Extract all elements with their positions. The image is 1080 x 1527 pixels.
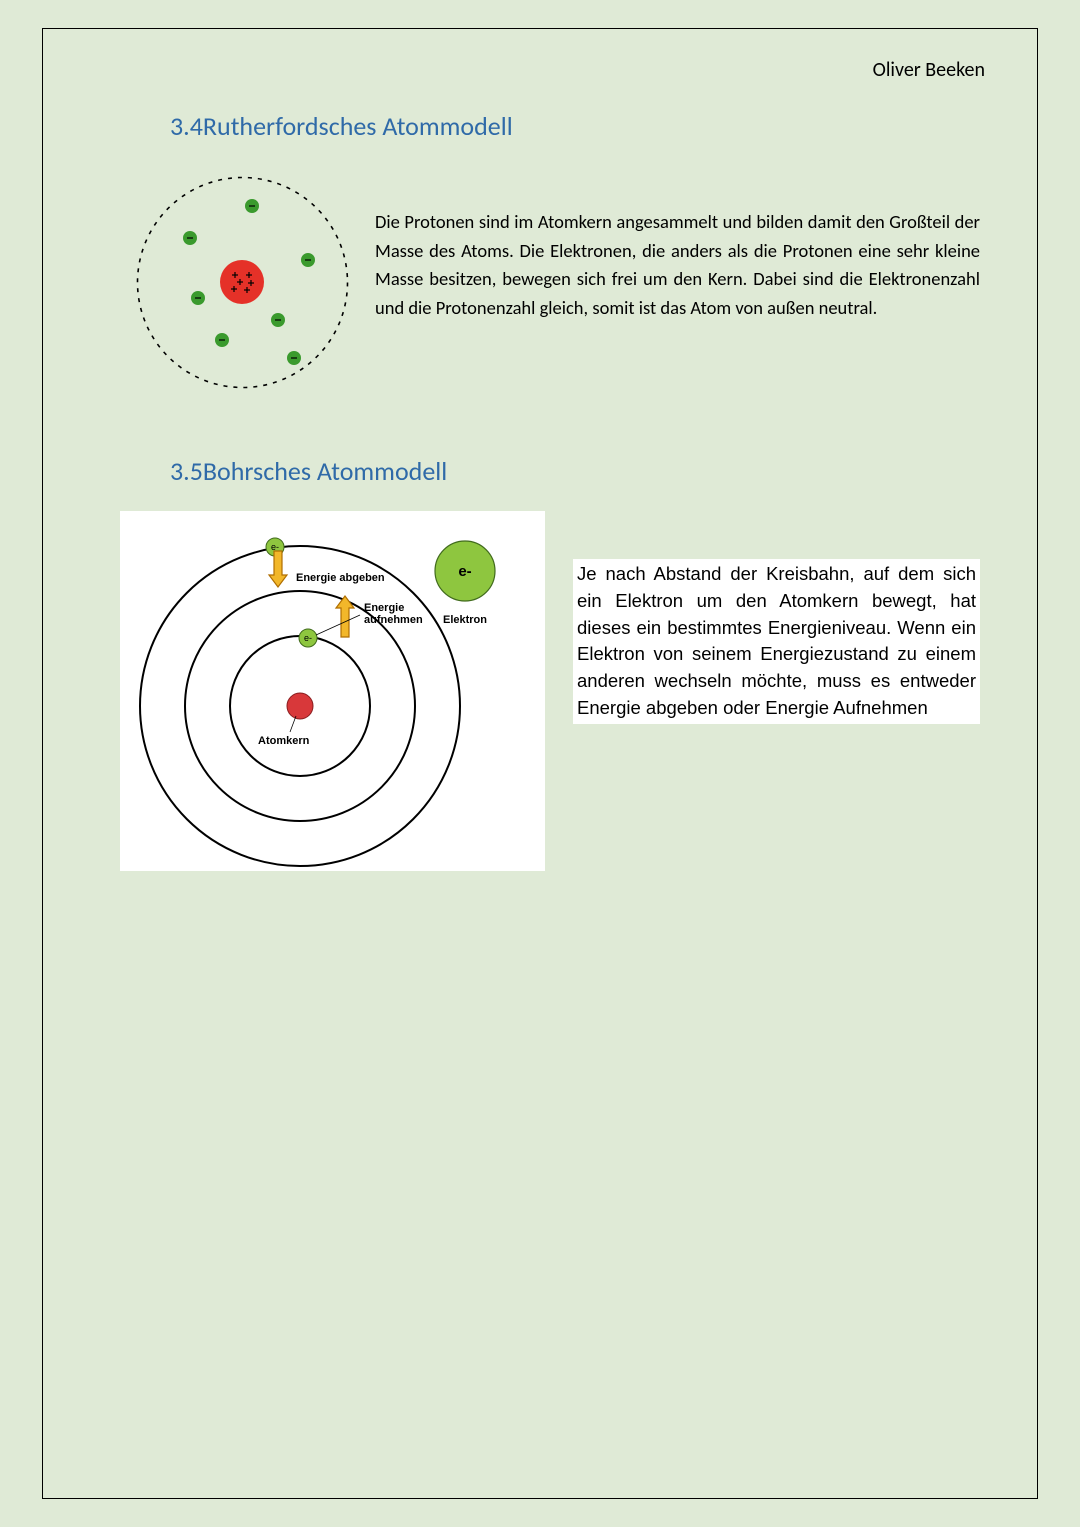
svg-text:aufnehmen: aufnehmen <box>364 614 423 626</box>
svg-text:Atomkern: Atomkern <box>258 735 310 747</box>
svg-text:Energie abgeben: Energie abgeben <box>296 572 385 584</box>
svg-text:e-: e- <box>304 633 312 643</box>
section-rutherford: Die Protonen sind im Atomkern angesammel… <box>130 170 980 395</box>
section-bohr: Atomkerne-e-e-ElektronEnergie abgebenEne… <box>120 511 980 871</box>
page-content: 3.4Rutherfordsches Atommodell Die Proton… <box>170 110 980 871</box>
bohr-diagram-box: Atomkerne-e-e-ElektronEnergie abgebenEne… <box>120 511 545 871</box>
author-name: Oliver Beeken <box>873 58 985 82</box>
svg-text:e-: e- <box>458 563 471 580</box>
heading-bohr: 3.5Bohrsches Atommodell <box>170 455 980 487</box>
bohr-paragraph: Je nach Abstand der Kreisbahn, auf dem s… <box>573 559 980 724</box>
rutherford-diagram <box>130 170 355 395</box>
svg-text:Elektron: Elektron <box>443 614 487 626</box>
rutherford-paragraph: Die Protonen sind im Atomkern angesammel… <box>375 170 980 323</box>
svg-text:Energie: Energie <box>364 602 404 614</box>
heading-rutherford: 3.4Rutherfordsches Atommodell <box>170 110 980 142</box>
bohr-diagram: Atomkerne-e-e-ElektronEnergie abgebenEne… <box>120 511 545 871</box>
